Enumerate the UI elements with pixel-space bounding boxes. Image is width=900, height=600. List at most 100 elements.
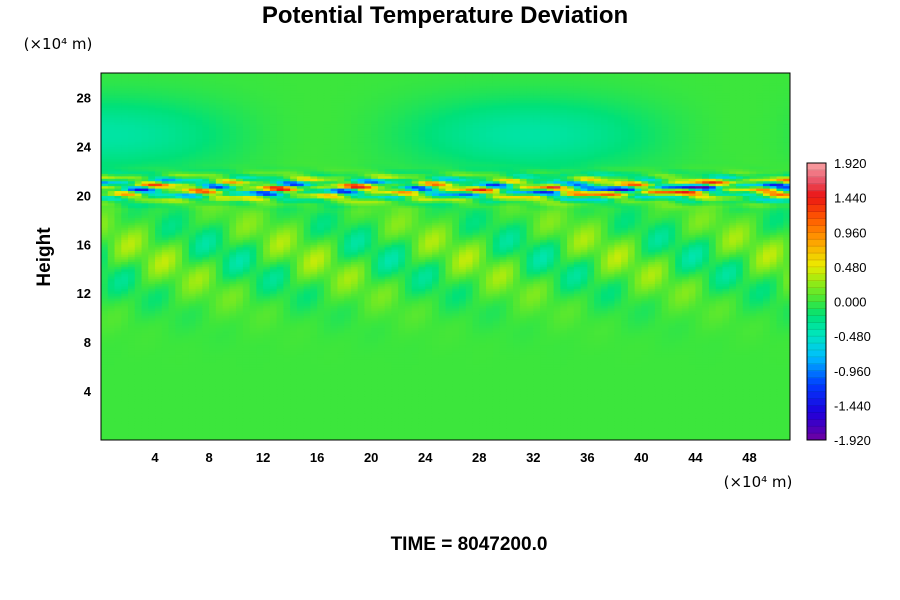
heatmap-cell — [175, 413, 183, 417]
heatmap-cell — [242, 393, 251, 397]
heatmap-cell — [769, 351, 778, 355]
heatmap-cell — [310, 425, 318, 429]
heatmap-cell — [553, 432, 561, 436]
heatmap-cell — [479, 430, 487, 434]
heatmap-cell — [459, 410, 467, 414]
heatmap-cell — [344, 369, 352, 373]
heatmap-cell — [323, 369, 332, 373]
heatmap-cell — [445, 408, 453, 412]
heatmap-cell — [749, 364, 757, 368]
heatmap-cell — [107, 339, 116, 343]
heatmap-cell — [614, 351, 622, 355]
heatmap-cell — [377, 342, 386, 346]
heatmap-cell — [614, 388, 622, 392]
heatmap-cell — [459, 369, 467, 373]
heatmap-cell — [587, 398, 595, 402]
heatmap-cell — [533, 361, 541, 365]
heatmap-cell — [161, 381, 170, 385]
heatmap-cell — [546, 361, 555, 365]
heatmap-cell — [756, 344, 764, 348]
heatmap-cell — [350, 351, 359, 355]
heatmap-cell — [756, 386, 764, 390]
heatmap-cell — [242, 366, 251, 370]
heatmap-cell — [499, 369, 507, 373]
heatmap-cell — [431, 381, 440, 385]
heatmap-cell — [627, 393, 636, 397]
heatmap-cell — [296, 359, 305, 363]
heatmap-cell — [438, 435, 447, 439]
heatmap-field — [101, 73, 790, 440]
heatmap-cell — [371, 386, 379, 390]
heatmap-cell — [587, 347, 595, 351]
heatmap-cell — [134, 383, 143, 387]
heatmap-cell — [769, 427, 778, 431]
heatmap-cell — [546, 386, 555, 390]
heatmap-cell — [661, 359, 670, 363]
heatmap-cell — [600, 391, 609, 395]
heatmap-cell — [391, 403, 399, 407]
heatmap-cell — [681, 349, 690, 353]
heatmap-cell — [506, 373, 514, 377]
heatmap-cell — [222, 435, 230, 439]
heatmap-cell — [141, 425, 149, 429]
heatmap-cell — [567, 376, 575, 380]
heatmap-cell — [303, 373, 311, 377]
heatmap-cell — [580, 408, 588, 412]
heatmap-cell — [688, 371, 697, 375]
heatmap-cell — [344, 373, 352, 377]
heatmap-cell — [560, 403, 568, 407]
heatmap-cell — [418, 349, 426, 353]
heatmap-cell — [634, 376, 642, 380]
heatmap-cell — [668, 344, 676, 348]
heatmap-cell — [533, 354, 541, 358]
heatmap-cell — [263, 430, 271, 434]
heatmap-cell — [641, 342, 649, 346]
heatmap-cell — [418, 383, 426, 387]
heatmap-cell — [567, 430, 575, 434]
heatmap-cell — [715, 391, 724, 395]
heatmap-cell — [648, 437, 656, 440]
heatmap-cell — [776, 391, 784, 395]
heatmap-cell — [141, 388, 149, 392]
heatmap-cell — [242, 417, 251, 422]
heatmap-cell — [283, 354, 291, 358]
heatmap-cell — [654, 437, 663, 440]
heatmap-cell — [445, 432, 453, 436]
heatmap-cell — [459, 373, 467, 377]
heatmap-cell — [600, 376, 609, 380]
heatmap-cell — [641, 403, 649, 407]
heatmap-cell — [229, 349, 237, 353]
heatmap-cell — [411, 364, 420, 368]
heatmap-cell — [296, 366, 305, 370]
heatmap-cell — [188, 349, 197, 353]
heatmap-cell — [533, 349, 541, 353]
heatmap-cell — [560, 395, 568, 400]
heatmap-cell — [263, 422, 271, 426]
heatmap-cell — [587, 354, 595, 358]
heatmap-cell — [256, 386, 264, 390]
heatmap-cell — [715, 400, 724, 404]
heatmap-cell — [634, 408, 642, 412]
heatmap-cell — [499, 427, 507, 431]
heatmap-cell — [283, 393, 291, 397]
heatmap-cell — [398, 422, 406, 426]
heatmap-cell — [236, 373, 244, 377]
heatmap-cell — [688, 408, 697, 412]
heatmap-cell — [722, 408, 730, 412]
heatmap-cell — [661, 354, 670, 358]
heatmap-cell — [330, 347, 339, 351]
heatmap-cell — [134, 344, 143, 348]
heatmap-cell — [323, 354, 332, 358]
heatmap-cell — [344, 356, 352, 360]
heatmap-cell — [182, 393, 190, 397]
heatmap-cell — [695, 354, 703, 358]
heatmap-cell — [364, 427, 372, 431]
heatmap-cell — [560, 417, 568, 422]
heatmap-cell — [256, 359, 264, 363]
heatmap-cell — [634, 427, 642, 431]
heatmap-cell — [357, 356, 366, 360]
heatmap-cell — [330, 437, 339, 440]
heatmap-cell — [600, 417, 609, 422]
heatmap-cell — [492, 366, 501, 370]
heatmap-cell — [654, 417, 663, 422]
